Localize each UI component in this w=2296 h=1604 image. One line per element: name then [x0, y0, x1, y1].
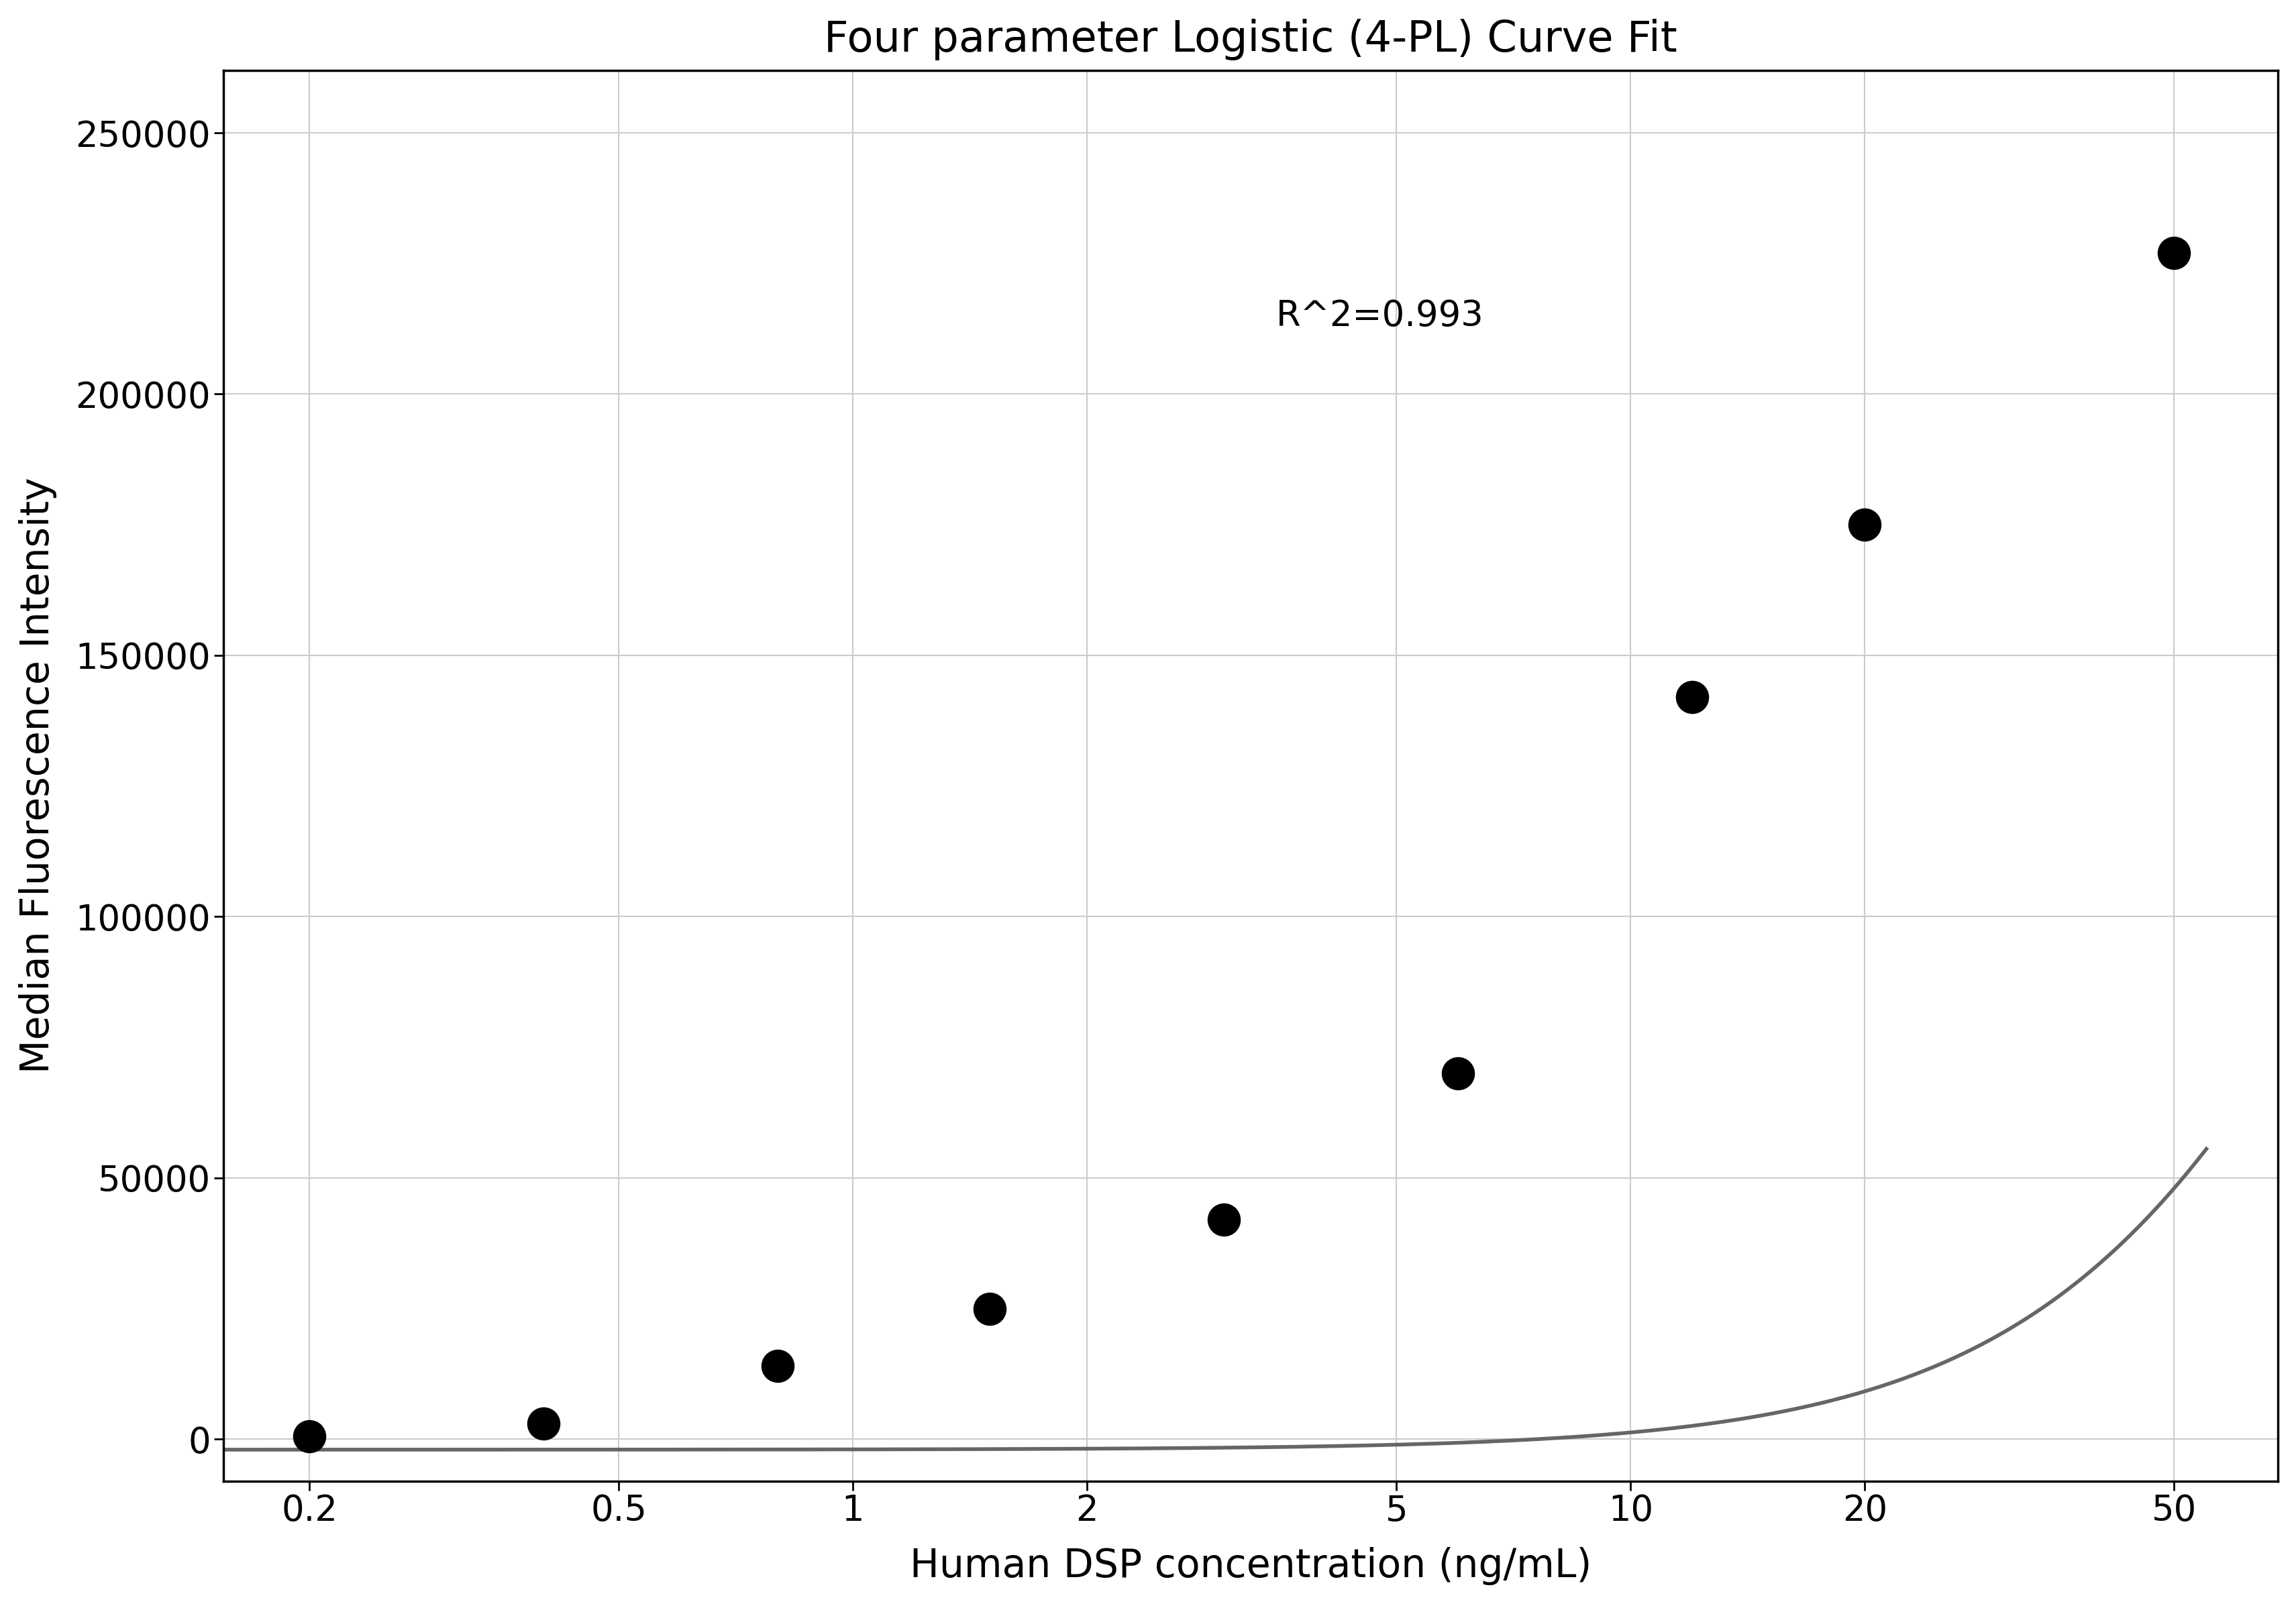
Text: R^2=0.993: R^2=0.993	[1277, 298, 1483, 334]
Point	[1440, 1060, 1476, 1086]
Title: Four parameter Logistic (4-PL) Curve Fit: Four parameter Logistic (4-PL) Curve Fit	[824, 19, 1676, 61]
Point	[760, 1354, 797, 1379]
X-axis label: Human DSP concentration (ng/mL): Human DSP concentration (ng/mL)	[909, 1548, 1591, 1585]
Y-axis label: Median Fluorescence Intensity: Median Fluorescence Intensity	[18, 478, 57, 1073]
Point	[2156, 241, 2193, 266]
Point	[971, 1296, 1008, 1322]
Point	[1205, 1206, 1242, 1232]
Point	[526, 1410, 563, 1436]
Point	[1846, 512, 1883, 537]
Point	[292, 1424, 328, 1450]
Point	[1674, 685, 1711, 711]
